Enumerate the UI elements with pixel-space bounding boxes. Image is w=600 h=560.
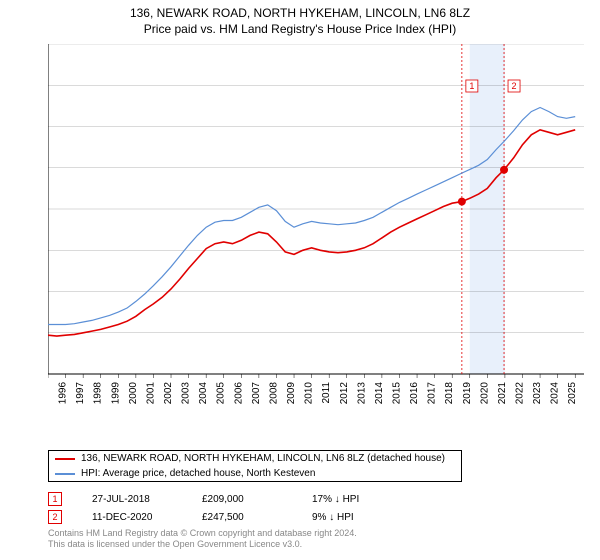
svg-text:2007: 2007 [251, 382, 262, 405]
svg-text:2020: 2020 [479, 382, 490, 405]
callout-number: 2 [48, 510, 62, 524]
svg-text:2012: 2012 [339, 382, 350, 405]
svg-text:2022: 2022 [514, 382, 525, 405]
svg-text:2010: 2010 [304, 382, 315, 405]
legend: 136, NEWARK ROAD, NORTH HYKEHAM, LINCOLN… [48, 450, 462, 482]
svg-text:1995: 1995 [48, 382, 51, 405]
svg-text:1: 1 [469, 81, 474, 91]
callout-number: 1 [48, 492, 62, 506]
svg-text:2017: 2017 [427, 382, 438, 405]
svg-text:2023: 2023 [532, 382, 543, 405]
svg-text:1998: 1998 [93, 382, 104, 405]
svg-text:1997: 1997 [75, 382, 86, 405]
svg-text:2008: 2008 [268, 382, 279, 405]
chart-area: £0£50K£100K£150K£200K£250K£300K£350K£400… [48, 44, 584, 414]
callout-table: 1 27-JUL-2018 £209,000 17% ↓ HPI 2 11-DEC-202… [48, 490, 392, 526]
svg-text:2016: 2016 [409, 382, 420, 405]
svg-text:2009: 2009 [286, 382, 297, 405]
callout-date: 11-DEC-2020 [92, 512, 172, 523]
chart-title-block: 136, NEWARK ROAD, NORTH HYKEHAM, LINCOLN… [0, 0, 600, 36]
callout-price: £247,500 [202, 512, 282, 523]
legend-swatch [55, 473, 75, 475]
svg-text:1996: 1996 [58, 382, 69, 405]
legend-label: 136, NEWARK ROAD, NORTH HYKEHAM, LINCOLN… [81, 453, 445, 464]
legend-item: HPI: Average price, detached house, Nort… [49, 466, 461, 481]
svg-text:2015: 2015 [391, 382, 402, 405]
svg-text:2025: 2025 [567, 382, 578, 405]
svg-text:2000: 2000 [128, 382, 139, 405]
svg-text:2002: 2002 [163, 382, 174, 405]
callout-date: 27-JUL-2018 [92, 494, 172, 505]
svg-text:2013: 2013 [356, 382, 367, 405]
callout-delta: 9% ↓ HPI [312, 512, 392, 523]
line-chart: £0£50K£100K£150K£200K£250K£300K£350K£400… [48, 44, 584, 414]
callout-price: £209,000 [202, 494, 282, 505]
callout-delta: 17% ↓ HPI [312, 494, 392, 505]
footer-line: Contains HM Land Registry data © Crown c… [48, 528, 357, 539]
svg-text:2005: 2005 [216, 382, 227, 405]
svg-text:2001: 2001 [145, 382, 156, 405]
svg-text:2011: 2011 [321, 382, 332, 404]
footer-line: This data is licensed under the Open Gov… [48, 539, 357, 550]
svg-text:2024: 2024 [550, 382, 561, 405]
footer-attribution: Contains HM Land Registry data © Crown c… [48, 528, 357, 550]
svg-text:2: 2 [512, 81, 517, 91]
legend-swatch [55, 458, 75, 460]
svg-text:2003: 2003 [181, 382, 192, 405]
legend-item: 136, NEWARK ROAD, NORTH HYKEHAM, LINCOLN… [49, 451, 461, 466]
legend-label: HPI: Average price, detached house, Nort… [81, 468, 315, 479]
svg-text:2018: 2018 [444, 382, 455, 405]
callout-row: 1 27-JUL-2018 £209,000 17% ↓ HPI [48, 490, 392, 508]
chart-title: 136, NEWARK ROAD, NORTH HYKEHAM, LINCOLN… [0, 6, 600, 20]
svg-text:2014: 2014 [374, 382, 385, 405]
svg-text:2021: 2021 [497, 382, 508, 405]
chart-subtitle: Price paid vs. HM Land Registry's House … [0, 22, 600, 36]
callout-row: 2 11-DEC-2020 £247,500 9% ↓ HPI [48, 508, 392, 526]
svg-text:2006: 2006 [233, 382, 244, 405]
svg-text:2004: 2004 [198, 382, 209, 405]
svg-text:1999: 1999 [110, 382, 121, 405]
svg-text:2019: 2019 [462, 382, 473, 405]
